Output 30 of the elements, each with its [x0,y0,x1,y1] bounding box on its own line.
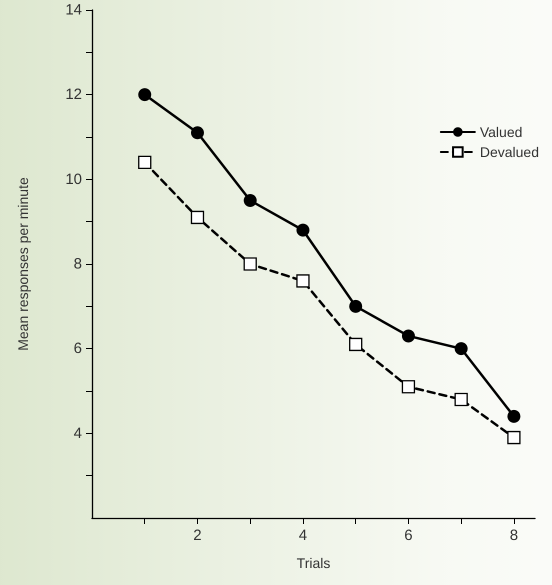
y-tick-label: 12 [65,86,82,104]
point [507,430,521,444]
point [349,338,362,352]
point [138,88,152,102]
point [507,410,520,423]
point [244,257,257,271]
point [402,329,415,342]
point [454,392,468,406]
y-tick-label: 4 [74,424,82,442]
legend-label: Devalued [480,144,540,160]
point [296,224,310,237]
point [402,380,416,394]
point [296,274,310,288]
point [454,342,468,356]
x-tick-label: 8 [510,527,518,544]
x-tick-label: 6 [404,527,413,544]
point [138,156,152,170]
y-tick-label: 8 [74,256,82,272]
point [349,300,362,313]
legend-label: Valued [480,124,522,140]
y-tick-label: 10 [65,170,82,188]
point [190,126,204,140]
y-tick-label: 6 [74,340,82,358]
x-axis-title: Trials [296,555,330,571]
y-axis-title: Mean responses per minute [15,177,31,351]
x-tick-label: 2 [193,527,202,544]
point [190,210,204,224]
y-tick-label: 14 [65,2,82,18]
point [244,194,257,207]
x-tick-label: 4 [298,527,308,544]
